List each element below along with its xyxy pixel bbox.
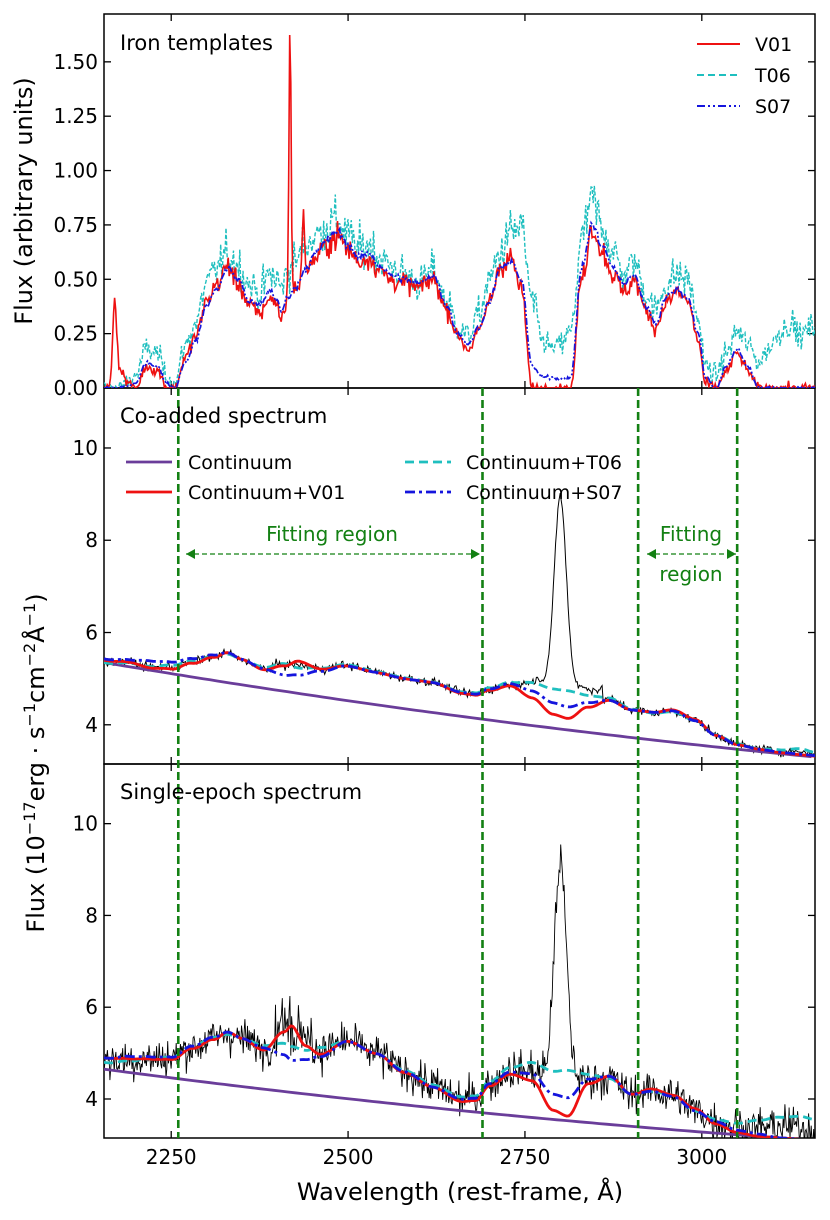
fitting-region-annotations: Fitting region Fitting region xyxy=(186,522,736,586)
legend-continuum-label: Continuum xyxy=(188,452,292,474)
series-s07 xyxy=(104,220,815,388)
observed-spectrum xyxy=(104,844,815,1138)
iron-template-series xyxy=(104,34,815,388)
continuum-s07-line xyxy=(104,651,815,758)
x-tick-label: 3000 xyxy=(676,1145,727,1169)
axis-ticks: 0.00 0.25 0.50 0.75 1.00 1.25 1.50 4 6 8 10 4 6 8 10 22… xyxy=(53,14,815,1169)
y-tick-label: 8 xyxy=(85,903,98,927)
continuum-line xyxy=(104,661,812,759)
y-tick-label: 4 xyxy=(85,1087,98,1111)
legend-ct06-label: Continuum+T06 xyxy=(466,452,622,474)
single-epoch-series xyxy=(104,844,815,1138)
legend-s07-label: S07 xyxy=(755,96,791,118)
x-tick-label: 2250 xyxy=(146,1145,197,1169)
y-tick-label: 6 xyxy=(85,995,98,1019)
panel-single-title: Single-epoch spectrum xyxy=(120,780,362,804)
legend-cv01-label: Continuum+V01 xyxy=(188,482,345,504)
iron-legend: V01 T06 S07 xyxy=(697,34,792,118)
x-tick-label: 2500 xyxy=(323,1145,374,1169)
fitting-region-arrowhead-right-b xyxy=(727,549,736,559)
legend-cs07-label: Continuum+S07 xyxy=(466,482,622,504)
panel-coadded-title: Co-added spectrum xyxy=(120,404,327,428)
y-tick-label: 0.50 xyxy=(53,267,98,291)
continuum-line xyxy=(104,1067,802,1138)
panel-iron-title: Iron templates xyxy=(120,31,273,55)
y-tick-label: 10 xyxy=(73,812,98,836)
series-t06 xyxy=(104,185,815,388)
y-tick-label: 0.00 xyxy=(53,376,98,400)
continuum-s07-line xyxy=(104,1030,803,1138)
fitting-region-label-right-1: Fitting xyxy=(660,522,722,546)
continuum-v01-line xyxy=(104,1024,803,1138)
fitting-region-arrowhead-left-a xyxy=(186,549,195,559)
coadded-legend: Continuum Continuum+V01 Continuum+T06 Co… xyxy=(126,452,622,504)
panel-single-frame xyxy=(103,763,816,1139)
fitting-boundaries xyxy=(176,388,739,1138)
continuum-t06-line xyxy=(104,1032,815,1125)
legend-v01-label: V01 xyxy=(755,34,792,56)
legend-t06-label: T06 xyxy=(754,65,791,87)
y-tick-label: 0.25 xyxy=(53,322,98,346)
coadded-series xyxy=(104,493,815,759)
y-tick-label: 1.00 xyxy=(53,159,98,183)
x-tick-label: 2750 xyxy=(499,1145,550,1169)
y-tick-label: 1.25 xyxy=(53,104,98,128)
y-tick-label: 10 xyxy=(73,436,98,460)
continuum-v01-line xyxy=(104,651,815,758)
fitting-region-arrowhead-right-a xyxy=(647,549,656,559)
series-v01 xyxy=(104,34,815,388)
shared-y-axis-title: Flux (10−17erg · s−1cm−2Å−1) xyxy=(20,593,51,932)
y-tick-label: 8 xyxy=(85,528,98,552)
y-tick-label: 1.50 xyxy=(53,50,98,74)
fitting-region-arrowhead-left-b xyxy=(471,549,480,559)
fitting-region-label-right-2: region xyxy=(659,562,722,586)
fitting-region-label-left: Fitting region xyxy=(266,522,398,546)
y-tick-label: 0.75 xyxy=(53,213,98,237)
continuum-t06-line xyxy=(104,652,815,754)
y-tick-label: 4 xyxy=(85,713,98,737)
y-tick-label: 6 xyxy=(85,621,98,645)
panel-iron-frame xyxy=(103,13,816,389)
x-axis-title: Wavelength (rest-frame, Å) xyxy=(297,1177,623,1206)
iron-y-axis-title: Flux (arbitrary units) xyxy=(10,77,38,324)
